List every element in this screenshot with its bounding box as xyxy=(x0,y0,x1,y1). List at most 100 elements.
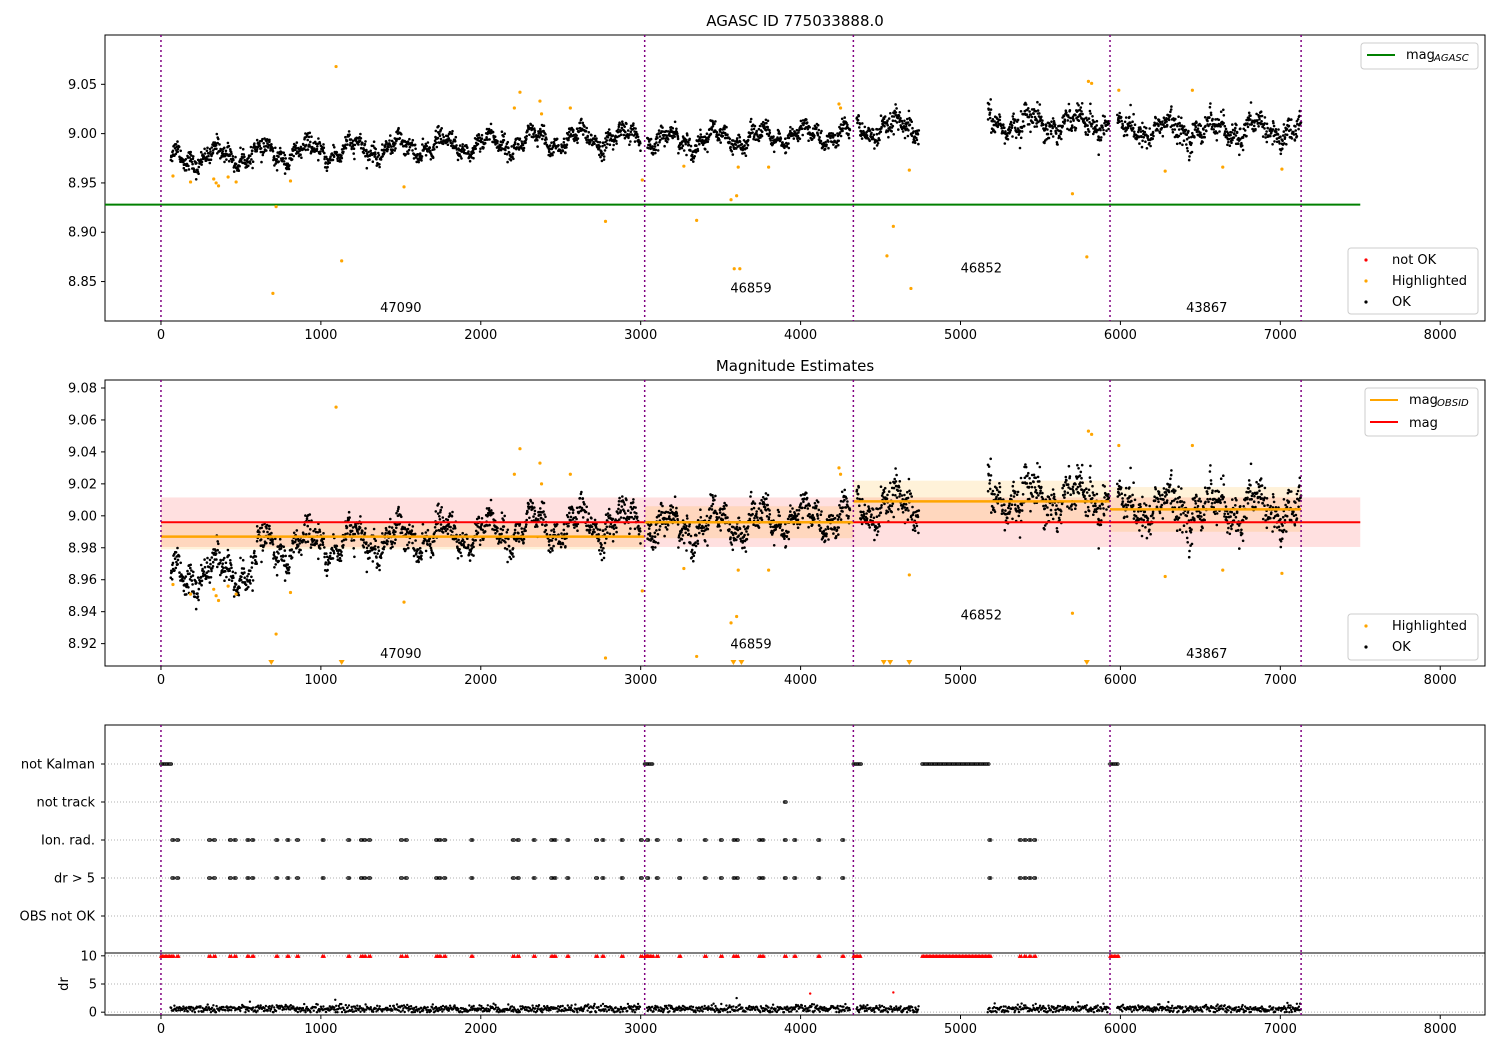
ok-point xyxy=(1035,122,1038,125)
ok-point xyxy=(760,134,764,138)
ok-point xyxy=(661,504,664,508)
ok-point xyxy=(741,152,744,155)
ok-point xyxy=(669,508,672,512)
ok-point xyxy=(208,581,212,584)
ok-point xyxy=(617,500,621,503)
ok-point xyxy=(1038,112,1041,115)
ok-point xyxy=(461,143,465,146)
ok-point xyxy=(317,557,320,561)
ok-point xyxy=(655,141,658,144)
ok-point xyxy=(1290,118,1293,121)
ok-point xyxy=(600,159,604,163)
ok-point xyxy=(208,565,211,569)
ok-point xyxy=(623,503,626,506)
ok-point xyxy=(723,507,726,510)
ok-point xyxy=(268,524,271,528)
ok-point xyxy=(728,137,732,141)
ok-point xyxy=(404,153,408,156)
ok-point xyxy=(757,127,761,131)
ok-point xyxy=(364,527,367,530)
ok-point xyxy=(308,145,312,148)
ok-point xyxy=(1074,126,1078,130)
ok-point xyxy=(344,538,348,541)
ok-point xyxy=(576,137,580,140)
ok-point xyxy=(651,145,654,148)
ok-point xyxy=(507,146,510,150)
ok-point xyxy=(405,145,408,148)
highlighted-point xyxy=(885,254,889,258)
ok-point xyxy=(260,160,263,164)
ok-point xyxy=(700,135,703,139)
ok-point xyxy=(717,516,721,519)
ok-point xyxy=(902,125,906,128)
ok-point xyxy=(1000,126,1003,130)
ok-point xyxy=(1059,130,1063,134)
ok-point xyxy=(718,138,721,142)
ok-point xyxy=(629,511,633,515)
ok-point xyxy=(599,552,602,556)
ok-point xyxy=(478,136,482,139)
ok-point xyxy=(433,539,436,543)
ok-point xyxy=(707,523,710,527)
ok-point xyxy=(189,566,192,570)
ok-point xyxy=(681,144,685,147)
ok-point xyxy=(802,500,805,504)
ok-point xyxy=(806,507,810,510)
ok-point xyxy=(746,525,750,528)
ok-point xyxy=(243,158,246,162)
ok-point xyxy=(665,134,668,137)
ok-point xyxy=(191,574,195,577)
ok-point xyxy=(184,575,188,578)
ok-point xyxy=(552,528,556,531)
ok-point xyxy=(1049,129,1053,133)
ok-point xyxy=(182,579,185,583)
ok-point xyxy=(313,527,317,531)
ok-point xyxy=(620,126,624,130)
ok-point xyxy=(249,569,252,573)
ok-point xyxy=(726,133,729,136)
ok-point xyxy=(757,526,761,529)
ok-point xyxy=(1282,142,1286,145)
ok-point xyxy=(474,147,478,151)
ok-point xyxy=(1054,132,1058,135)
ok-point xyxy=(411,149,414,152)
ok-point xyxy=(182,589,186,593)
ok-point xyxy=(243,576,246,579)
ok-point xyxy=(333,146,336,149)
ok-point xyxy=(818,136,821,139)
ok-point xyxy=(719,127,722,131)
ok-point xyxy=(1074,113,1077,117)
ok-point xyxy=(414,147,417,151)
ok-point xyxy=(576,141,579,145)
ok-point xyxy=(868,129,872,132)
ok-point xyxy=(1231,138,1234,142)
ok-point xyxy=(285,167,289,171)
ok-point xyxy=(554,146,558,150)
ok-point xyxy=(506,140,510,144)
ok-point xyxy=(663,534,666,538)
highlighted-point xyxy=(334,64,338,69)
ok-point xyxy=(623,136,627,140)
ok-point xyxy=(424,549,428,553)
ok-point xyxy=(637,524,640,528)
ok-point xyxy=(424,142,428,146)
ok-point xyxy=(1272,121,1275,125)
ok-point xyxy=(207,154,210,158)
ok-point xyxy=(208,161,212,165)
ok-point xyxy=(230,579,234,582)
ok-point xyxy=(993,130,997,134)
ok-point xyxy=(332,155,336,158)
ok-point xyxy=(696,539,699,543)
ok-point xyxy=(440,506,444,509)
ok-point xyxy=(681,534,685,537)
ok-point xyxy=(751,131,754,134)
ok-point xyxy=(446,143,450,146)
ok-point xyxy=(597,533,600,536)
ok-point xyxy=(819,526,823,530)
ok-point xyxy=(998,115,1002,119)
ok-point xyxy=(1034,109,1038,113)
ok-point xyxy=(251,561,254,565)
ok-point xyxy=(199,158,203,161)
ok-point xyxy=(737,516,741,520)
ok-point xyxy=(190,579,194,582)
